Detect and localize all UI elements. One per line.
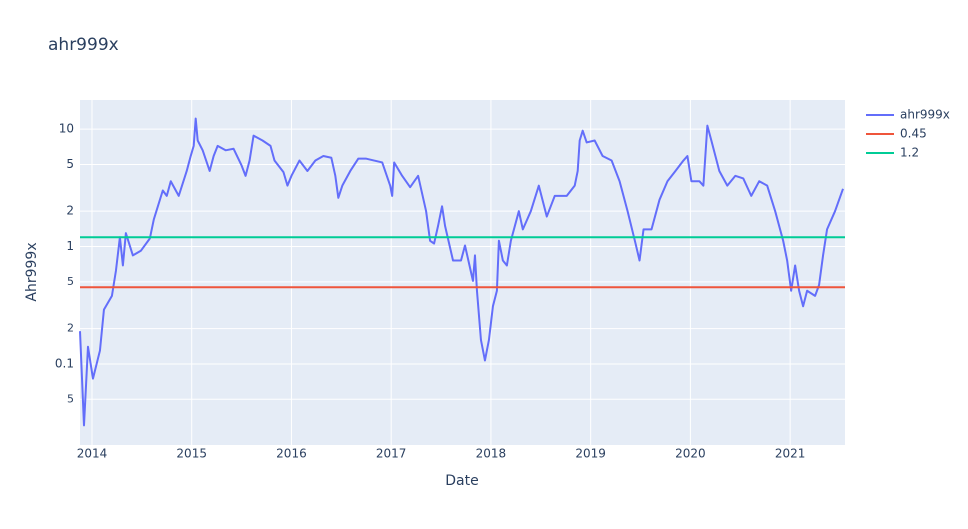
x-tick-label: 2021 [775, 447, 806, 461]
plot-area [80, 100, 845, 445]
line [79, 117, 844, 427]
x-tick-label: 2015 [176, 447, 207, 461]
y-tick-label: 10 [59, 122, 74, 136]
y-tick-label: 5 [66, 157, 74, 171]
x-tick-label: 2014 [77, 447, 108, 461]
y-tick-label: 0.1 [55, 356, 74, 370]
y-tick-label: 1 [66, 239, 74, 253]
legend-label: 1.2 [900, 146, 919, 160]
y-tick-label: 2 [67, 322, 74, 335]
y-tick-label: 5 [67, 275, 74, 288]
x-tick-label: 2020 [675, 447, 706, 461]
legend-label: 0.45 [900, 127, 927, 141]
chart-title: ahr999x [48, 35, 119, 55]
x-tick-label: 2017 [376, 447, 407, 461]
x-tick-label: 2016 [276, 447, 307, 461]
y-tick-label: 2 [66, 204, 74, 218]
x-tick-label: 2018 [476, 447, 507, 461]
x-axis-title: Date [445, 473, 478, 489]
x-tick-label: 2019 [575, 447, 606, 461]
y-axis-title: Ahr999x [24, 242, 40, 301]
y-tick-label: 5 [67, 392, 74, 405]
grid [80, 100, 845, 445]
legend-label: ahr999x [900, 108, 950, 122]
